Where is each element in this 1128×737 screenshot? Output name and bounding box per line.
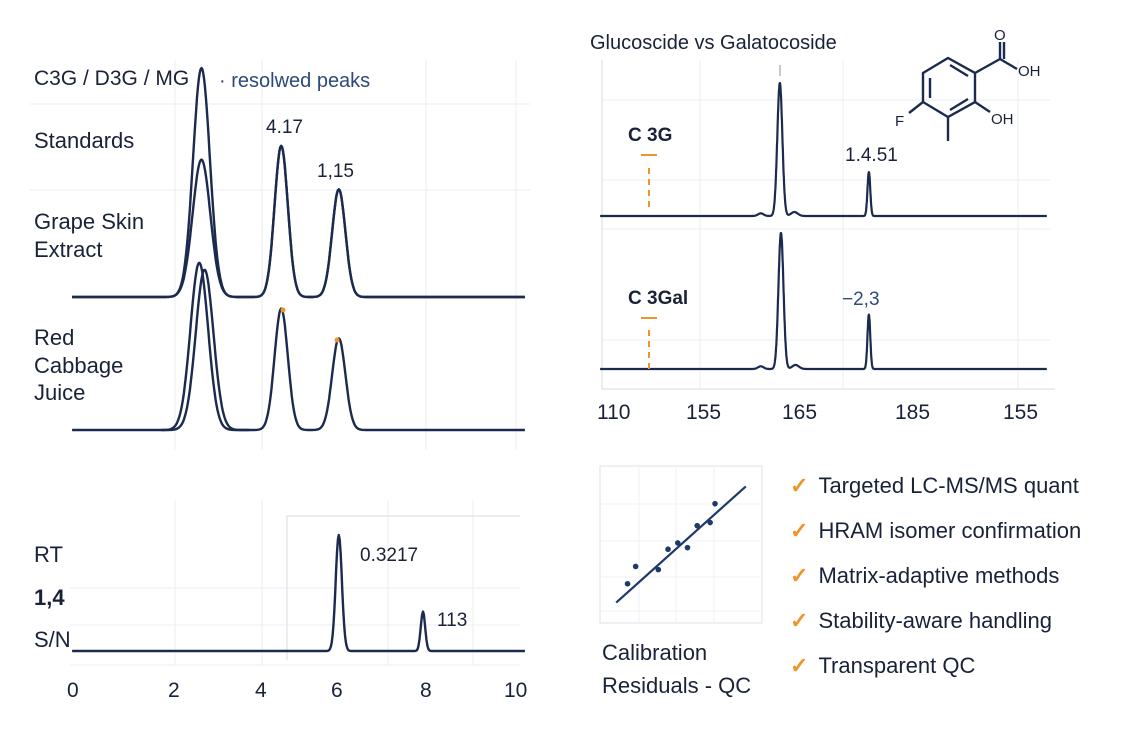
label-red: Red xyxy=(34,325,75,350)
x-tick: 2 xyxy=(168,679,180,702)
trace-standards xyxy=(71,66,526,299)
x-tick: 10 xyxy=(504,679,528,702)
peak-label-c3g: 1.4.51 xyxy=(845,145,898,166)
molecule-structure-icon xyxy=(908,42,1018,141)
label-c3gal: C 3Gal xyxy=(628,288,689,309)
label-rt: RT xyxy=(34,542,63,567)
x-tick: 6 xyxy=(331,679,343,702)
peak-apex-markers xyxy=(280,307,340,343)
x-tick: 110 xyxy=(597,401,631,424)
trace-sn xyxy=(71,533,526,653)
label-value: 1,4 xyxy=(34,585,65,610)
calibration-point xyxy=(694,522,700,529)
calibration-caption-1: Calibration xyxy=(602,640,708,665)
label-cabbage: Cabbage xyxy=(34,353,124,378)
checklist-text: Stability-aware handling xyxy=(818,608,1053,633)
resolved-peaks-note: · resolwed peaks xyxy=(219,70,371,92)
checklist-item: ✓ Transparent QC xyxy=(790,653,975,679)
checklist-item: ✓ HRAM isomer confirmation xyxy=(790,518,1081,544)
grid-lines xyxy=(30,60,1050,666)
calibration-point xyxy=(655,566,662,573)
x-tick: 185 xyxy=(895,401,931,424)
checklist-text: Transparent QC xyxy=(818,653,976,678)
chromatogram-traces xyxy=(71,66,1048,653)
trace-red-cabbage-juice xyxy=(71,261,526,432)
left-chart-title: C3G / D3G / MG xyxy=(34,67,190,90)
checklist-text: Matrix-adaptive methods xyxy=(818,563,1060,588)
calibration-point xyxy=(624,580,631,587)
check-icon: ✓ xyxy=(790,473,809,498)
trace-red-cabbage-overlay xyxy=(161,268,250,432)
calibration-point xyxy=(707,519,713,526)
check-icon: ✓ xyxy=(790,653,809,678)
calibration-fit-line xyxy=(615,485,747,604)
x-tick: 155 xyxy=(686,401,722,424)
label-c3g: C 3G xyxy=(628,125,673,146)
calibration-point xyxy=(712,500,718,507)
checklist-item: ✓ Matrix-adaptive methods xyxy=(790,563,1059,589)
check-icon: ✓ xyxy=(790,563,809,588)
peak-label-c3gal: −2,3 xyxy=(842,289,880,310)
apex-marker xyxy=(334,337,340,343)
calibration-point xyxy=(684,544,691,551)
calibration-point xyxy=(674,540,681,546)
label-grape-skin: Grape Skin xyxy=(34,209,145,234)
label-extract: Extract xyxy=(34,237,103,262)
trace-grape-skin-extract xyxy=(71,144,526,299)
x-tick: 8 xyxy=(420,679,432,702)
x-tick: 155 xyxy=(1003,401,1039,424)
peak-label-2: 1,15 xyxy=(317,161,354,182)
axis-frames xyxy=(286,60,1055,660)
calibration-frame xyxy=(599,465,763,624)
apex-marker xyxy=(280,307,286,313)
checklist-item: ✓ Targeted LC-MS/MS quant xyxy=(790,473,1079,499)
retention-markers xyxy=(641,154,657,369)
x-tick: 165 xyxy=(782,401,818,424)
atom-o: O xyxy=(994,27,1006,44)
atom-oh-bottom: OH xyxy=(991,111,1014,128)
atom-f: F xyxy=(895,113,905,130)
calibration-point xyxy=(665,546,671,553)
calibration-caption-2: Residuals - QC xyxy=(602,673,752,698)
check-icon: ✓ xyxy=(790,518,809,543)
checklist-text: Targeted LC-MS/MS quant xyxy=(818,473,1079,498)
calibration-plot xyxy=(599,465,763,624)
trace-c3g xyxy=(599,81,1048,218)
right-chart-title: Glucoscide vs Galatocoside xyxy=(590,32,837,54)
peak-label-1: 4.17 xyxy=(266,117,303,138)
check-icon: ✓ xyxy=(790,608,809,633)
x-tick: 0 xyxy=(67,679,79,702)
label-standards: Standards xyxy=(34,128,135,153)
checklist-item: ✓ Stability-aware handling xyxy=(790,608,1052,634)
checklist-text: HRAM isomer confirmation xyxy=(818,518,1082,543)
peak-label-sn-1: 0.3217 xyxy=(360,545,419,566)
atom-oh-top: OH xyxy=(1018,63,1041,80)
label-sn: S/N xyxy=(34,627,71,652)
trace-c3gal xyxy=(599,231,1048,371)
label-juice: Juice xyxy=(34,380,86,405)
x-tick: 4 xyxy=(255,679,267,702)
peak-label-sn-2: 113 xyxy=(437,610,468,631)
calibration-point xyxy=(632,563,639,570)
resolved-peaks-text: resolwed peaks xyxy=(231,70,371,92)
